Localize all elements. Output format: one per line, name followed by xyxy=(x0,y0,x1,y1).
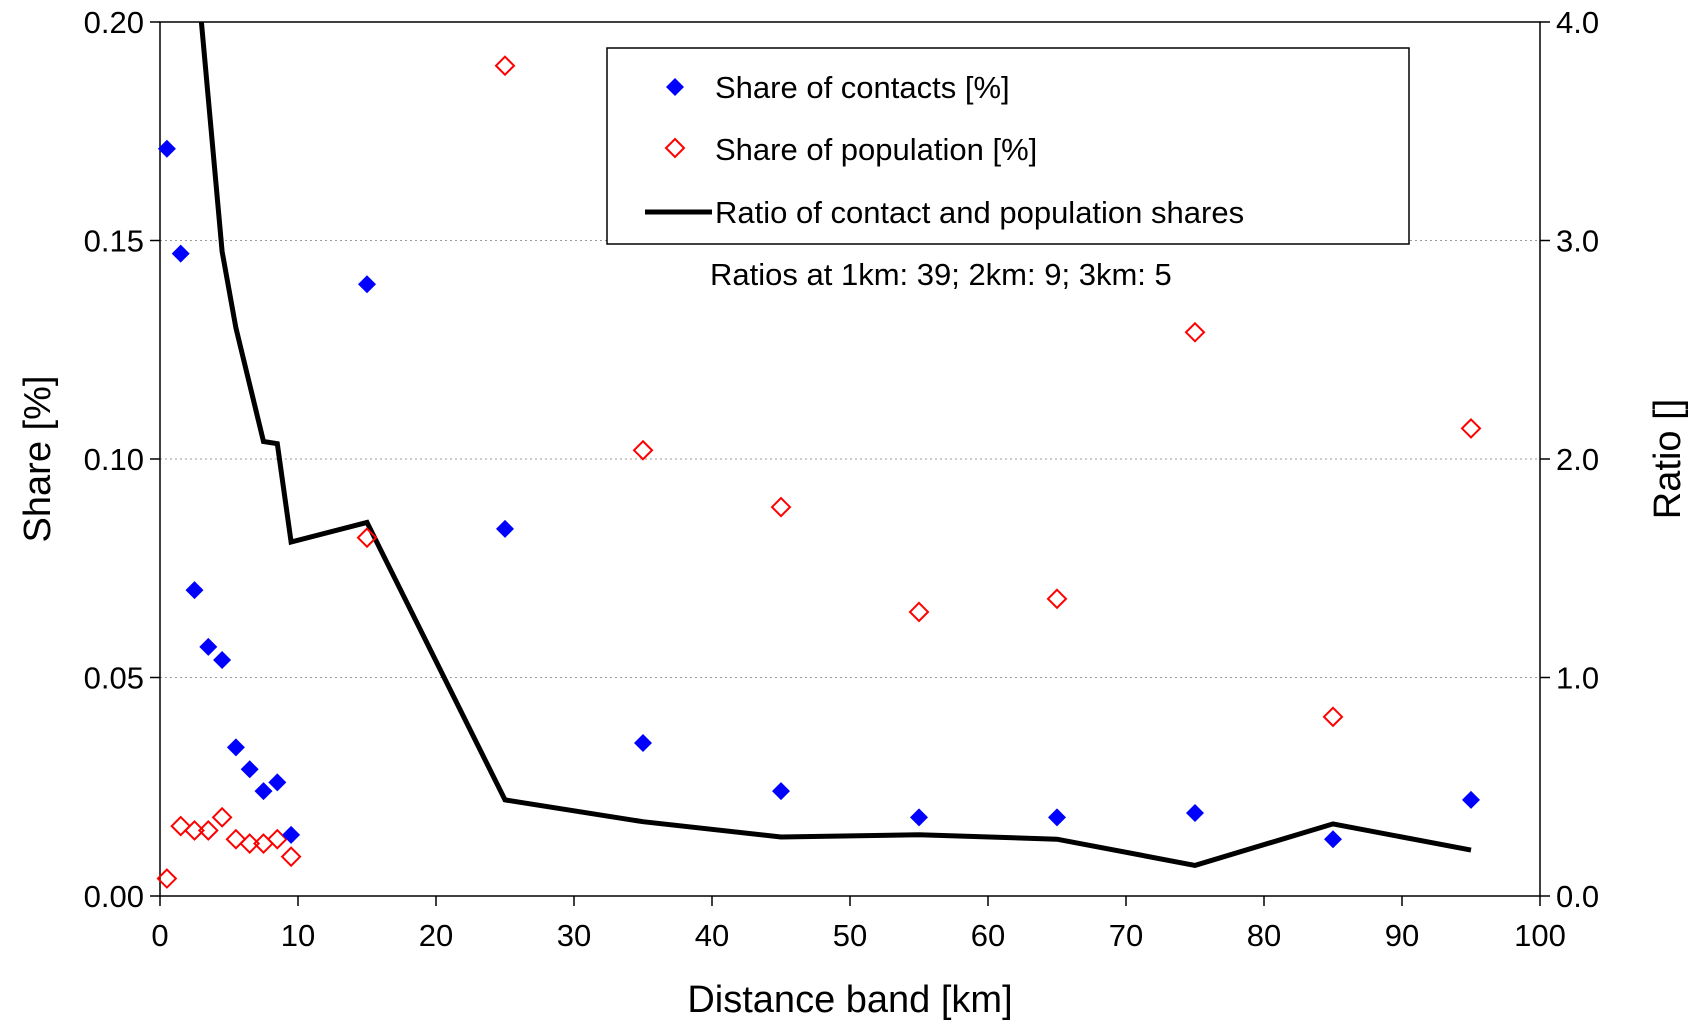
contacts-point xyxy=(282,825,301,844)
x-axis-title: Distance band [km] xyxy=(687,979,1012,1021)
x-tick-label: 50 xyxy=(833,918,867,953)
y2-tick-label: 2.0 xyxy=(1556,442,1599,477)
x-tick-label: 10 xyxy=(281,918,315,953)
contacts-point xyxy=(634,734,652,753)
population-point xyxy=(1184,321,1206,343)
contacts-point xyxy=(772,782,790,801)
population-point xyxy=(280,846,302,868)
population-point xyxy=(239,833,261,854)
contacts-point xyxy=(199,637,218,656)
y-tick-label: 0.20 xyxy=(84,5,144,40)
population-point xyxy=(211,806,233,828)
data-series xyxy=(156,22,1482,889)
contacts-point xyxy=(157,139,176,158)
legend: Share of contacts [%] Share of populatio… xyxy=(606,47,1410,245)
legend-label-contacts: Share of contacts [%] xyxy=(715,70,1010,105)
contacts-point xyxy=(1324,830,1342,849)
population-point xyxy=(770,496,792,518)
population-point xyxy=(184,820,205,841)
population-point xyxy=(356,527,378,549)
contacts-point xyxy=(1462,790,1480,809)
y-tick-label: 0.00 xyxy=(84,879,144,914)
contacts-point xyxy=(268,773,287,792)
contacts-point xyxy=(254,782,273,801)
contacts-point xyxy=(358,275,376,294)
population-point xyxy=(908,601,930,623)
legend-marker-population xyxy=(664,137,686,159)
x-tick-label: 70 xyxy=(1109,918,1143,953)
population-point xyxy=(156,868,178,889)
x-tick-label: 80 xyxy=(1247,918,1281,953)
y2-tick-label: 1.0 xyxy=(1556,661,1599,696)
gridlines xyxy=(160,240,1540,678)
y2-tick-label: 0.0 xyxy=(1556,879,1599,914)
population-point xyxy=(266,828,288,850)
x-tick-label: 0 xyxy=(151,918,168,953)
ratio-line xyxy=(198,22,1472,868)
x-tick-label: 40 xyxy=(695,918,729,953)
y-tick-label: 0.10 xyxy=(84,442,144,477)
contacts-point xyxy=(226,738,245,757)
legend-box xyxy=(606,47,1410,245)
y-axis-title: Share [%] xyxy=(17,376,59,543)
contacts-point xyxy=(213,651,232,670)
y2-tick-label: 3.0 xyxy=(1556,224,1599,259)
x-tick-label: 60 xyxy=(971,918,1005,953)
legend-label-population: Share of population [%] xyxy=(715,132,1037,167)
y-tick-label: 0.05 xyxy=(84,661,144,696)
population-point xyxy=(1322,706,1344,728)
x-tick-label: 90 xyxy=(1385,918,1419,953)
axis-ticks: 0.00 0.05 0.10 0.15 0.20 0.0 1.0 2.0 3.0 4.0 0 10 20… xyxy=(84,5,1599,953)
population-point xyxy=(1460,417,1482,439)
legend-label-ratio: Ratio of contact and population shares xyxy=(715,195,1244,230)
contacts-point xyxy=(1048,808,1066,827)
y-tick-label: 0.15 xyxy=(84,224,144,259)
contacts-point xyxy=(496,519,514,538)
y2-tick-label: 4.0 xyxy=(1556,5,1599,40)
x-tick-label: 20 xyxy=(419,918,453,953)
contacts-point xyxy=(185,581,204,600)
population-point xyxy=(1046,588,1068,610)
population-point xyxy=(632,439,654,461)
population-point xyxy=(494,55,516,77)
contacts-point xyxy=(910,808,928,827)
population-point xyxy=(170,815,192,837)
y2-axis-title: Ratio [] xyxy=(1647,399,1689,519)
contacts-point xyxy=(171,244,190,263)
contacts-point xyxy=(1186,803,1204,822)
legend-marker-contacts xyxy=(666,78,684,96)
x-tick-label: 100 xyxy=(1514,918,1566,953)
annotation-ratios: Ratios at 1km: 39; 2km: 9; 3km: 5 xyxy=(710,257,1172,292)
population-point xyxy=(225,828,247,850)
contacts-point xyxy=(240,760,259,779)
population-point xyxy=(197,820,219,841)
x-tick-label: 30 xyxy=(557,918,591,953)
